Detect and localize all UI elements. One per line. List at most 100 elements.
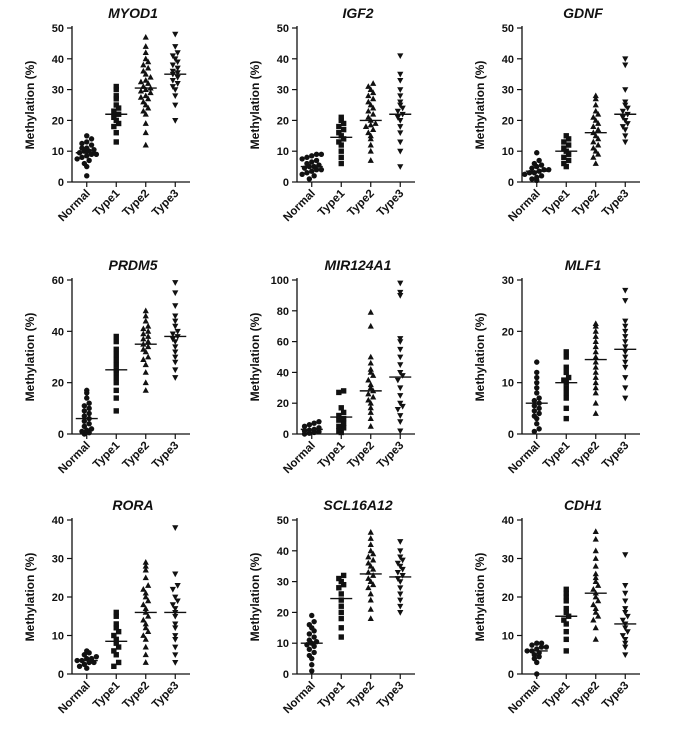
data-point-type2 [142, 141, 149, 148]
data-point-type3 [397, 118, 404, 124]
x-tick-label-type3: Type3 [150, 680, 181, 711]
data-point-type2 [592, 132, 599, 139]
data-point-type3 [172, 375, 179, 381]
data-point-normal [311, 618, 317, 625]
data-point-type2 [142, 92, 149, 99]
data-point-type2 [592, 147, 599, 154]
data-point-type3 [622, 118, 629, 124]
x-tick-label-normal: Normal [506, 188, 543, 225]
data-point-type1 [113, 621, 119, 627]
data-point-type2 [142, 312, 149, 319]
data-point-type3 [399, 105, 406, 112]
y-tick-label: 50 [52, 23, 64, 35]
data-point-type1 [561, 154, 567, 161]
data-point-type1 [111, 648, 117, 654]
data-point-type2 [142, 33, 149, 40]
data-point-normal [536, 157, 542, 164]
data-point-type3 [622, 127, 629, 133]
data-point-type2 [142, 70, 149, 77]
data-point-type3 [394, 560, 401, 567]
data-point-normal [318, 151, 325, 157]
data-point-type3 [394, 406, 401, 413]
data-point-type3 [172, 359, 179, 366]
data-point-normal [309, 153, 315, 159]
data-point-normal [81, 661, 88, 668]
data-point-type3 [397, 579, 404, 585]
y-axis-label: Methylation (%) [23, 313, 37, 402]
data-point-normal [534, 390, 540, 396]
data-point-type1 [113, 356, 119, 363]
y-tick-label: 0 [58, 177, 64, 189]
data-point-type1 [563, 349, 569, 355]
data-point-type3 [619, 124, 626, 130]
data-point-normal [81, 160, 88, 167]
data-point-type2 [590, 144, 597, 151]
panel-mir124a1: MIR124A1 Methylation (%) 0 20 40 60 80 100 Norma… [225, 252, 450, 498]
data-point-type1 [340, 415, 347, 422]
data-point-type3 [624, 105, 631, 112]
data-point-normal [309, 159, 315, 165]
data-point-type2 [592, 389, 599, 396]
x-tick-label-type3: Type3 [150, 440, 181, 471]
x-tick-label-type3: Type3 [375, 188, 406, 219]
y-axis-label: Methylation (%) [473, 61, 487, 150]
y-axis-label: Methylation (%) [248, 553, 262, 642]
data-point-type1 [111, 108, 117, 114]
data-point-type2 [595, 126, 602, 133]
data-point-type3 [622, 375, 629, 381]
x-tick-label-type3: Type3 [600, 440, 631, 471]
data-point-type2 [592, 358, 599, 365]
data-point-type2 [362, 123, 370, 129]
data-point-type1 [563, 586, 569, 592]
data-point-type1 [563, 605, 569, 612]
data-point-type2 [145, 338, 152, 344]
data-point-type2 [142, 620, 149, 627]
data-point-type2 [370, 550, 377, 557]
data-point-type1 [338, 405, 344, 411]
data-point-type1 [340, 126, 347, 133]
chart-title: CDH1 [564, 497, 602, 513]
data-point-normal [91, 146, 97, 153]
data-point-type2 [145, 582, 152, 588]
data-point-type2 [592, 547, 599, 554]
data-point-type2 [142, 317, 149, 324]
data-point-normal [534, 150, 540, 156]
x-tick-label-normal: Normal [506, 440, 543, 477]
data-point-type3 [172, 87, 179, 93]
data-point-normal [534, 369, 540, 376]
data-point-type2 [367, 135, 374, 142]
data-point-type2 [595, 135, 602, 142]
data-point-type2 [595, 582, 602, 588]
y-tick-label: 10 [52, 146, 64, 158]
data-point-type3 [397, 585, 404, 592]
data-point-normal [84, 133, 90, 139]
data-point-type2 [145, 333, 152, 339]
data-point-type1 [111, 114, 117, 121]
x-tick-label-type1: Type1 [91, 187, 123, 219]
data-point-type2 [367, 596, 374, 603]
x-tick-label-type2: Type2 [570, 680, 601, 711]
data-point-type1 [338, 634, 344, 640]
data-point-type1 [561, 160, 567, 167]
y-tick-label: 40 [277, 54, 289, 66]
data-point-normal [309, 612, 315, 619]
y-tick-label: 30 [502, 85, 514, 97]
data-point-normal [536, 426, 542, 432]
data-point-type2 [592, 160, 599, 166]
data-point-type2 [140, 346, 147, 352]
data-point-type1 [113, 96, 119, 102]
y-tick-label: 30 [52, 85, 64, 97]
data-point-type1 [115, 628, 122, 635]
data-point-normal [531, 428, 538, 435]
data-point-type3 [622, 359, 629, 366]
data-point-type3 [622, 298, 629, 304]
data-point-type1 [113, 379, 119, 386]
data-point-type1 [340, 136, 347, 142]
data-point-type2 [592, 535, 599, 542]
y-tick-label: 30 [277, 577, 289, 589]
y-tick-label: 40 [52, 326, 64, 338]
data-point-type1 [561, 617, 567, 623]
data-point-type1 [565, 374, 572, 381]
data-point-type1 [113, 93, 119, 99]
